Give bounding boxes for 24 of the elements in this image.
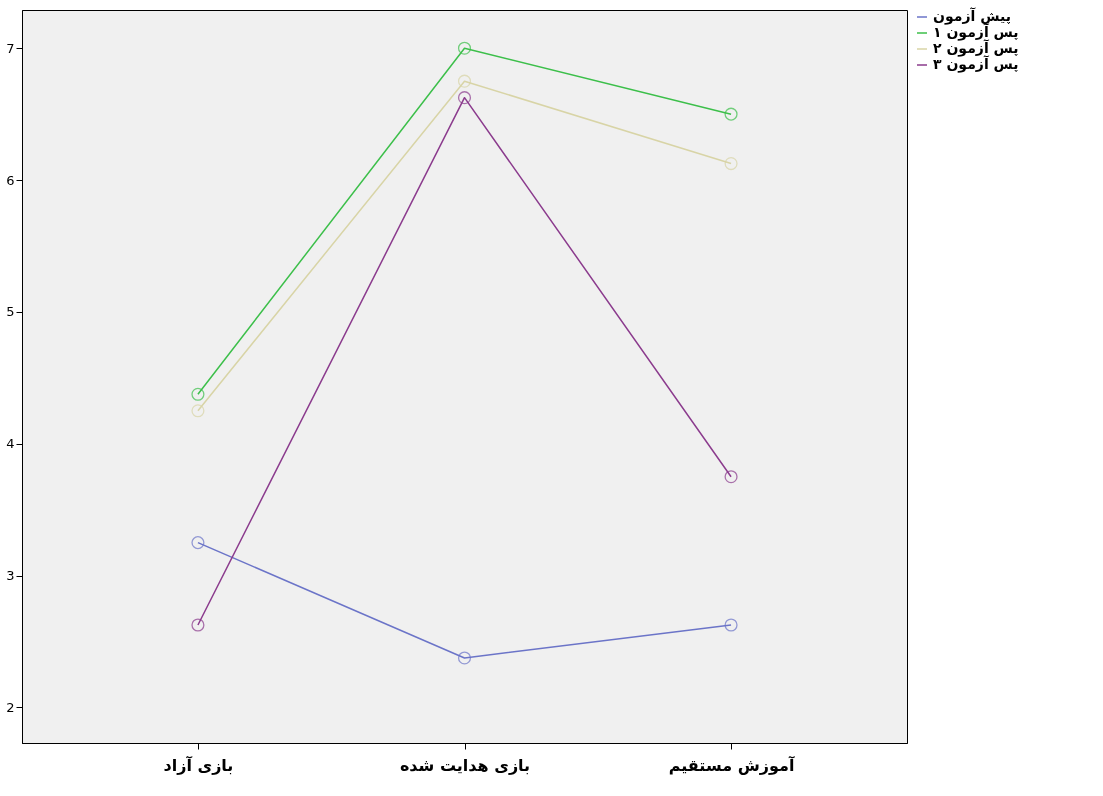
point — [457, 91, 472, 105]
y-tick-label: 2 — [6, 699, 15, 715]
legend-label: پیش آزمون — [933, 7, 1011, 25]
y-tick-label: 3 — [6, 568, 15, 584]
x-tick-label: آموزش مستقیم — [668, 754, 795, 775]
x-tick-label: بازی هدایت شده — [399, 755, 531, 775]
point — [191, 387, 205, 401]
y-tick-label: 5 — [6, 304, 15, 320]
legend-label: پس آزمون ۲ — [933, 39, 1019, 57]
y-tick-label: 6 — [6, 172, 15, 188]
point — [191, 536, 205, 550]
y-tick-label: 7 — [6, 40, 15, 56]
point — [457, 74, 472, 88]
legend-label: پس آزمون ۳ — [933, 55, 1019, 73]
point — [457, 651, 472, 665]
point — [191, 618, 205, 632]
point — [724, 107, 738, 121]
x-tick-label: بازی آزاد — [163, 754, 234, 775]
point — [457, 41, 472, 55]
point — [724, 157, 738, 171]
point — [724, 470, 738, 484]
point — [191, 404, 205, 418]
point — [724, 618, 738, 632]
y-tick-label: 4 — [6, 436, 15, 452]
